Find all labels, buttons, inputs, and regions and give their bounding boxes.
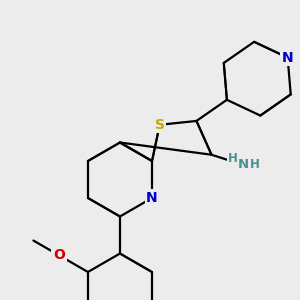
Text: S: S (155, 118, 165, 132)
Text: N: N (238, 158, 249, 171)
Text: H: H (250, 158, 260, 171)
Text: N: N (282, 51, 293, 64)
Text: O: O (53, 248, 65, 262)
Text: H: H (228, 152, 237, 165)
Text: N: N (146, 191, 158, 205)
